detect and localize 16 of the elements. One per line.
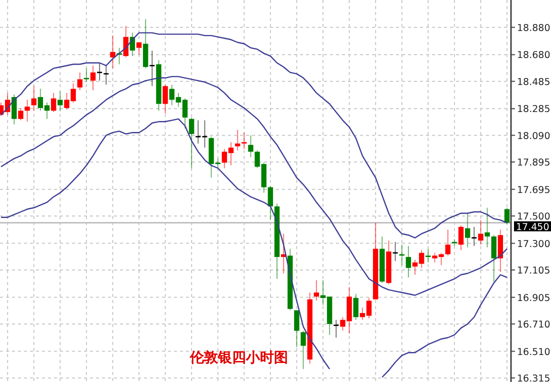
ref-line-label: 17.450	[516, 222, 550, 233]
y-tick-label: 17.895	[517, 157, 550, 168]
y-tick-label: 18.880	[517, 22, 550, 34]
y-tick-label: 18.680	[517, 50, 550, 62]
y-tick-label: 16.905	[517, 292, 550, 304]
y-tick-label: 18.090	[517, 130, 550, 142]
y-tick-label: 16.510	[517, 346, 550, 358]
y-tick-label: 18.485	[517, 76, 550, 88]
y-tick-label: 17.300	[517, 238, 550, 250]
y-tick-label: 16.710	[517, 319, 550, 330]
y-tick-label: 17.500	[517, 211, 550, 222]
y-tick-label: 16.315	[517, 373, 550, 382]
y-tick-label: 17.105	[517, 265, 550, 276]
text: 伦敦银四小时图	[189, 349, 288, 366]
y-tick-label: 18.285	[517, 104, 550, 116]
y-tick-label: 17.695	[517, 184, 550, 196]
